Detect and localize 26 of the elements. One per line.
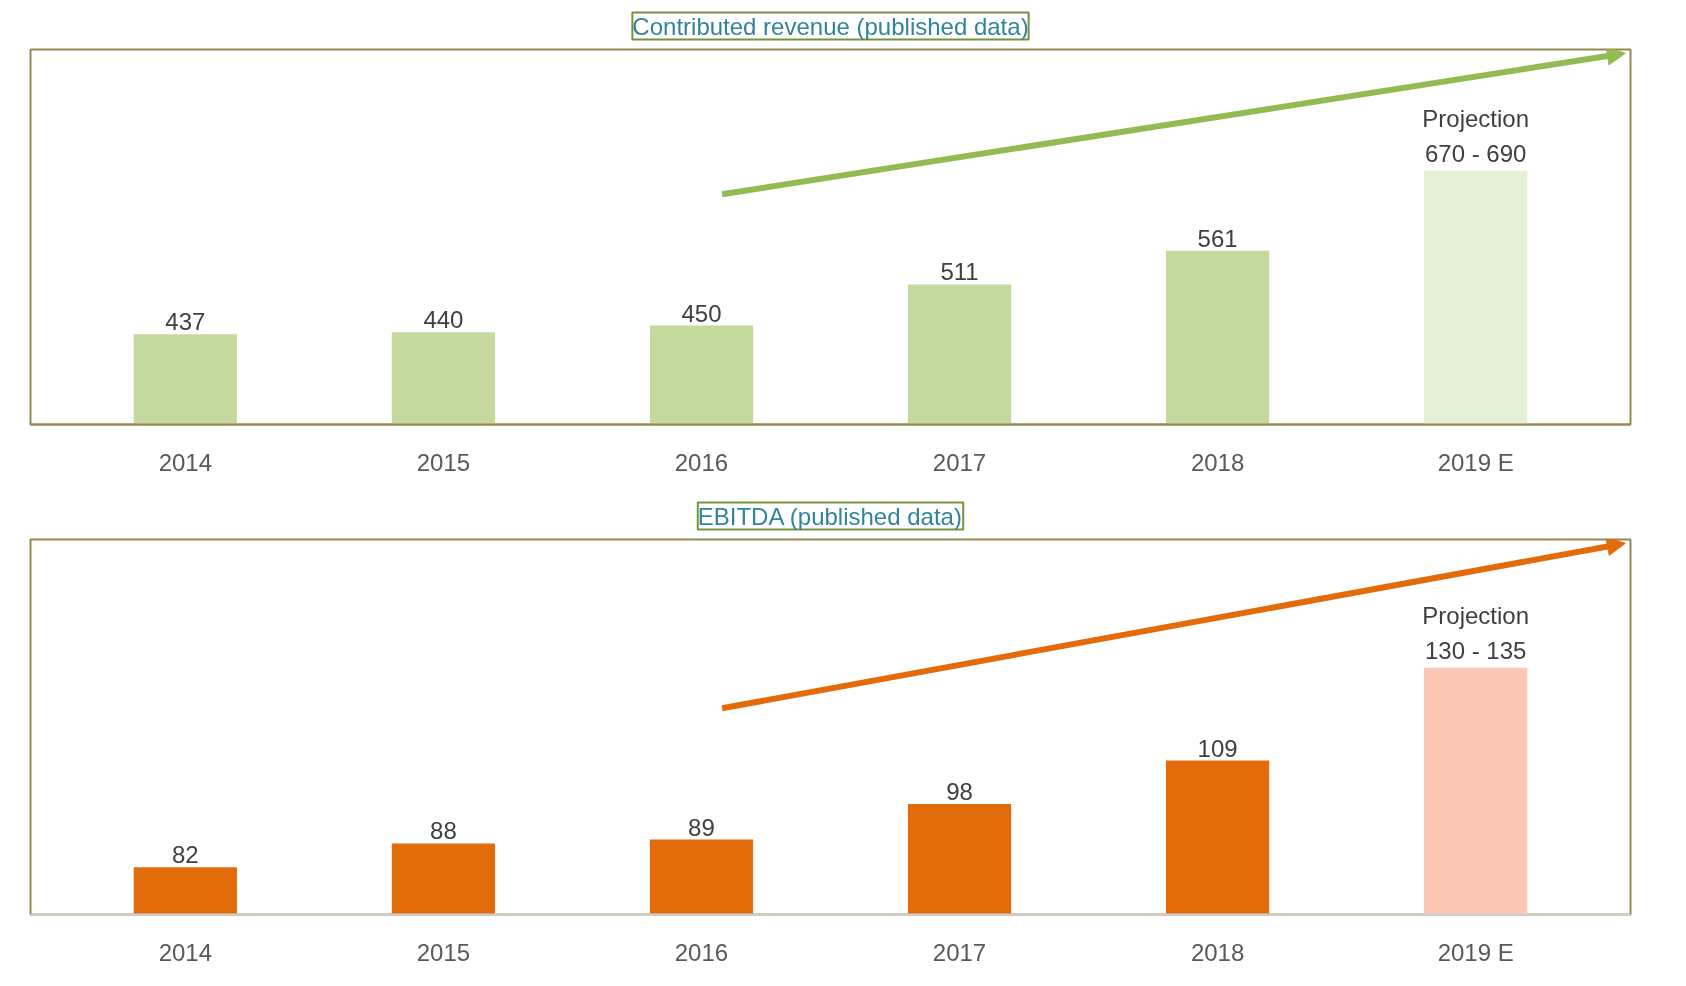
chart-title: Contributed revenue (published data) [632,12,1029,40]
x-tick-label: 2014 [158,448,213,476]
x-tick-label: 2019 E [1437,938,1514,966]
data-label: 440 [423,306,464,334]
x-tick-label: 2016 [674,448,729,476]
data-label: 450 [681,299,722,327]
data-label: 437 [165,308,206,336]
data-label: 89 [688,813,715,841]
x-tick-label: 2018 [1190,938,1245,966]
x-tick-label: 2018 [1190,448,1245,476]
data-label: 511 [940,258,979,286]
x-tick-label: 2015 [416,448,471,476]
x-tick-label: 2014 [158,938,213,966]
data-label: 88 [430,817,457,845]
data-label: Projection 130 - 135 [1422,601,1530,664]
x-tick-label: 2017 [932,448,987,476]
x-tick-label: 2016 [674,938,729,966]
chart-title: EBITDA (published data) [697,502,962,530]
x-tick-label: 2015 [416,938,471,966]
x-tick-label: 2019 E [1437,448,1514,476]
data-label: 82 [171,841,199,869]
data-label: 98 [946,777,973,805]
data-label: 561 [1197,224,1238,252]
data-label: Projection 670 - 690 [1422,104,1530,167]
x-tick-label: 2017 [932,938,987,966]
data-label: 109 [1197,734,1238,762]
